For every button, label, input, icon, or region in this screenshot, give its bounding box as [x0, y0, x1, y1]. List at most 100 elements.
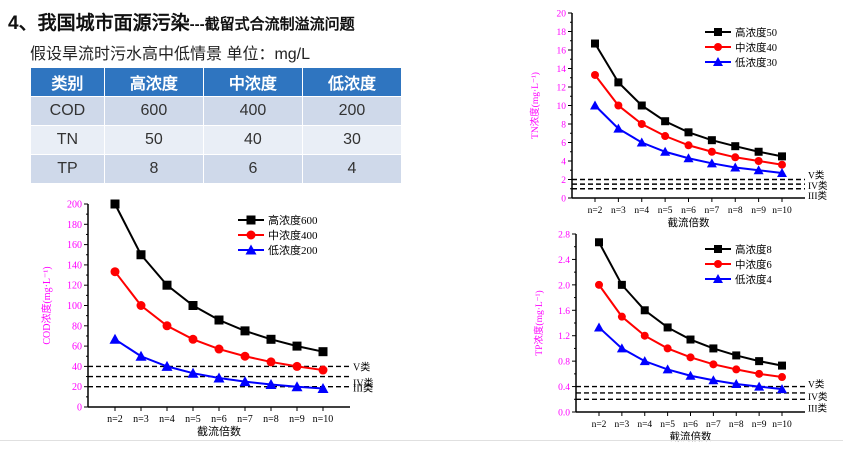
data-point-square	[754, 147, 763, 156]
data-point-triangle	[708, 375, 719, 385]
tp-chart: 0.0 0.4 0.8 1.2 1.6 2.0 2.4 2.8 n=2 n=3 n=4 n=5 n=6 n…	[533, 231, 828, 443]
data-point-square	[731, 142, 740, 151]
x-tick-label: n=3	[133, 414, 149, 425]
data-point-triangle	[187, 367, 199, 378]
data-point-triangle	[594, 322, 604, 332]
x-tick-label: n=4	[637, 420, 652, 430]
x-tick-label: n=8	[729, 420, 744, 430]
reference-label: IV类	[353, 377, 374, 390]
data-point-circle	[778, 160, 786, 169]
data-point-square	[778, 152, 786, 161]
data-point-circle	[663, 344, 672, 353]
slide-title: 4、我国城市面源污染---截留式合流制溢流问题	[8, 8, 355, 35]
data-point-triangle	[616, 343, 627, 353]
data-point-triangle	[777, 384, 787, 394]
table-header: 中浓度	[202, 67, 303, 97]
y-tick-label: 120	[67, 281, 82, 292]
data-point-square	[663, 323, 672, 332]
data-point-circle	[591, 70, 599, 79]
data-point-circle	[732, 365, 741, 374]
y-tick-label: 14	[557, 65, 567, 75]
legend-label: 高浓度50	[735, 26, 777, 39]
y-tick-label: 4	[561, 158, 566, 168]
x-tick-label: n=2	[588, 206, 603, 216]
data-point-triangle	[777, 168, 787, 178]
x-tick-label: n=6	[683, 420, 698, 430]
cod-chart: 0 20 40 60 80 100 120 140 160 180 200 n=2 n=3 n=4 n=5 n…	[40, 199, 374, 438]
data-point-square	[162, 280, 172, 290]
y-tick-label: 20	[72, 382, 82, 393]
y-tick-label: 0	[561, 195, 566, 205]
data-point-triangle	[291, 381, 303, 392]
data-point-circle	[707, 147, 716, 156]
legend-label: 低浓度200	[268, 243, 318, 257]
table-cell: 40	[202, 125, 303, 155]
data-point-square	[732, 351, 741, 360]
data-point-square	[110, 199, 120, 209]
data-point-square	[292, 341, 302, 351]
y-tick-label: 8	[561, 121, 566, 131]
y-tick-label: 140	[67, 260, 82, 271]
data-point-circle	[110, 267, 120, 277]
legend-label: 低浓度4	[735, 273, 772, 286]
data-point-circle	[714, 260, 722, 268]
reference-label: III类	[808, 190, 827, 202]
y-axis-title: TP浓度(mg·L⁻¹)	[533, 290, 545, 355]
x-tick-label: n=10	[313, 414, 334, 425]
y-tick-label: 10	[557, 102, 567, 112]
reference-label: IV类	[808, 391, 828, 403]
x-axis-title: 截流倍数	[668, 216, 710, 228]
y-tick-label: 0.8	[558, 358, 570, 368]
footer-divider	[0, 440, 843, 441]
x-tick-label: n=5	[185, 414, 201, 425]
table-cell: TN	[30, 125, 105, 155]
data-point-square	[755, 357, 764, 366]
x-tick-label: n=10	[772, 420, 792, 430]
y-tick-label: 200	[67, 200, 82, 211]
table-cell: COD	[30, 96, 105, 126]
data-point-triangle	[730, 162, 741, 172]
table-cell: 8	[103, 154, 204, 184]
data-point-triangle	[754, 381, 765, 391]
data-point-circle	[595, 280, 603, 289]
x-axis-title: 截流倍数	[670, 430, 712, 442]
data-point-square	[617, 280, 626, 289]
data-point-circle	[637, 120, 646, 128]
x-tick-label: n=2	[107, 414, 123, 425]
reference-label: V类	[353, 360, 370, 373]
data-point-circle	[614, 101, 623, 110]
table-row: TP 8 6 4	[30, 154, 403, 184]
data-point-circle	[640, 331, 649, 340]
y-tick-label: 180	[67, 220, 82, 231]
x-tick-label: n=6	[211, 414, 227, 425]
y-tick-label: 40	[72, 362, 82, 373]
x-tick-label: n=3	[611, 206, 626, 216]
data-point-circle	[755, 369, 764, 378]
y-tick-label: 100	[67, 301, 82, 312]
x-axis-title: 截流倍数	[197, 424, 241, 438]
data-point-circle	[214, 344, 224, 354]
data-point-triangle	[660, 146, 671, 156]
data-point-triangle	[713, 274, 723, 283]
y-tick-label: 2	[561, 176, 566, 186]
data-point-square	[240, 326, 250, 336]
y-tick-label: 18	[557, 28, 567, 38]
data-point-triangle	[636, 137, 647, 147]
data-point-square	[640, 306, 649, 315]
legend-label: 高浓度8	[735, 243, 772, 256]
x-tick-label: n=2	[592, 420, 607, 430]
x-tick-label: n=9	[752, 420, 767, 430]
data-point-triangle	[213, 372, 225, 383]
data-point-square	[591, 39, 599, 48]
data-point-square	[661, 117, 670, 126]
data-point-circle	[292, 361, 302, 371]
data-point-triangle	[639, 356, 650, 366]
data-point-circle	[686, 353, 695, 362]
y-tick-label: 60	[72, 342, 82, 353]
data-point-square	[136, 250, 146, 260]
data-point-triangle	[161, 360, 173, 371]
data-point-circle	[684, 141, 693, 150]
y-tick-label: 0.4	[558, 383, 570, 393]
x-tick-label: n=7	[237, 414, 253, 425]
data-point-square	[714, 245, 722, 253]
